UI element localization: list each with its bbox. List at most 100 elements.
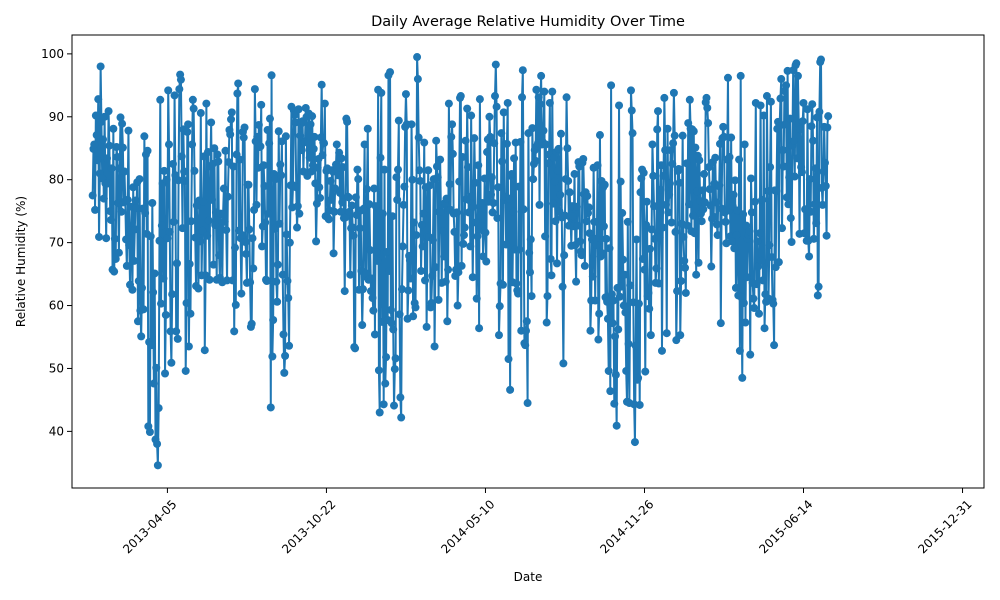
data-point: [338, 198, 347, 207]
data-point: [640, 265, 649, 274]
data-point: [532, 85, 541, 94]
data-point: [812, 219, 821, 228]
data-point: [284, 293, 293, 302]
data-point: [660, 93, 669, 102]
data-point: [390, 401, 399, 410]
data-point: [163, 234, 172, 243]
data-point: [165, 227, 174, 236]
data-point: [502, 139, 511, 148]
data-point: [649, 171, 658, 180]
data-point: [662, 329, 671, 338]
data-point: [653, 125, 662, 134]
data-point: [146, 232, 155, 241]
data-point: [419, 209, 428, 218]
data-point: [471, 178, 480, 187]
data-point: [576, 237, 585, 246]
data-point: [382, 353, 391, 362]
data-point: [719, 122, 728, 131]
data-point: [790, 172, 799, 181]
data-point: [320, 99, 329, 108]
data-point: [525, 248, 534, 257]
data-point: [638, 254, 647, 263]
x-axis-label: Date: [514, 570, 543, 584]
data-point: [250, 85, 259, 94]
data-point: [583, 192, 592, 201]
data-point: [819, 167, 828, 176]
data-point: [202, 99, 211, 108]
data-point: [332, 140, 341, 149]
y-axis-label: Relative Humidity (%): [14, 196, 28, 327]
data-point: [260, 182, 269, 190]
data-point: [196, 237, 205, 246]
data-point: [723, 73, 732, 82]
data-point: [778, 224, 787, 233]
data-point: [585, 229, 594, 238]
data-point: [448, 120, 457, 129]
data-point: [198, 226, 207, 235]
data-point: [237, 289, 246, 298]
data-point: [591, 296, 600, 305]
data-point: [99, 135, 108, 144]
data-point: [211, 221, 220, 230]
data-point: [490, 139, 499, 148]
data-point: [103, 179, 112, 188]
data-point: [808, 100, 817, 109]
data-point: [153, 439, 162, 448]
data-point: [420, 138, 429, 147]
data-point: [185, 260, 194, 269]
data-point: [624, 339, 633, 348]
data-point: [712, 198, 721, 207]
data-point: [397, 413, 406, 422]
data-point: [105, 141, 114, 150]
data-point: [805, 175, 814, 184]
data-point: [631, 341, 640, 350]
data-point: [661, 200, 670, 209]
data-point: [715, 181, 724, 190]
data-point: [760, 324, 769, 333]
data-point: [480, 174, 489, 183]
data-point: [231, 243, 239, 252]
data-point: [164, 86, 173, 95]
data-point: [285, 341, 294, 350]
data-point: [318, 151, 327, 160]
data-point: [751, 197, 760, 206]
data-point: [727, 133, 736, 142]
data-point: [598, 249, 607, 258]
data-point: [385, 266, 394, 275]
data-point: [411, 303, 420, 312]
data-point: [547, 271, 556, 280]
data-point: [106, 207, 115, 216]
data-point: [439, 227, 448, 236]
data-point: [654, 107, 662, 116]
data-point: [646, 244, 655, 253]
data-point: [230, 327, 239, 336]
data-point: [312, 237, 321, 246]
data-point: [247, 319, 256, 328]
data-point: [148, 198, 157, 207]
data-point: [379, 400, 388, 409]
data-point: [725, 153, 734, 162]
data-point: [273, 260, 282, 269]
data-point: [821, 182, 830, 190]
data-point: [249, 264, 258, 273]
data-point: [535, 200, 544, 209]
data-point: [699, 205, 708, 214]
y-tick-label: 90: [49, 110, 64, 124]
data-point: [498, 157, 507, 166]
data-point: [680, 256, 689, 265]
data-point: [534, 93, 543, 102]
data-point: [186, 309, 195, 318]
data-point: [731, 283, 740, 292]
data-point: [335, 188, 344, 197]
data-point: [416, 176, 425, 185]
data-point: [274, 127, 283, 136]
data-point: [619, 255, 628, 264]
data-point: [280, 368, 289, 377]
data-point: [282, 230, 291, 239]
data-point: [270, 224, 279, 233]
y-axis: 40 50 60 70 80 90 100: [41, 47, 72, 438]
data-point: [654, 279, 663, 288]
data-point: [703, 103, 712, 112]
data-point: [736, 71, 745, 80]
data-point: [396, 393, 405, 402]
